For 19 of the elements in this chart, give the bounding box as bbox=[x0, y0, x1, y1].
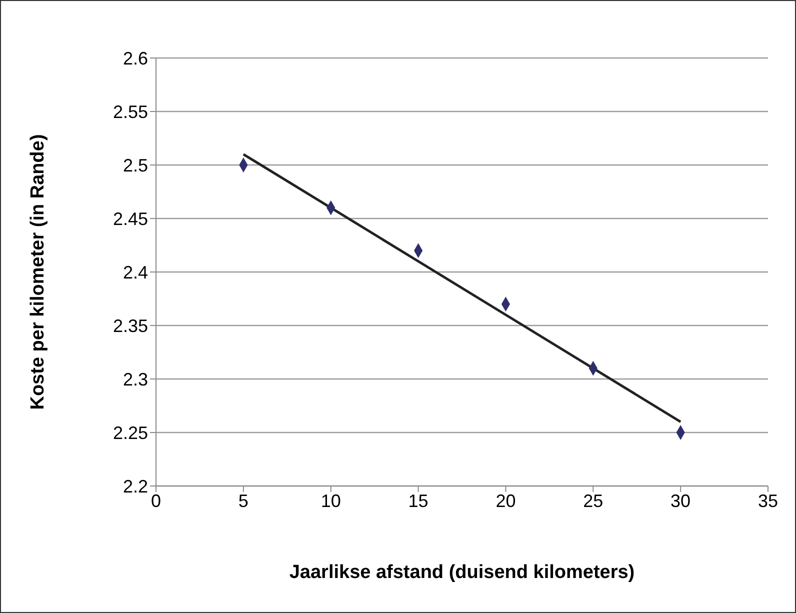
y-tick-label: 2.5 bbox=[122, 155, 148, 176]
x-tick-label: 0 bbox=[150, 490, 162, 511]
y-tick-label: 2.45 bbox=[112, 208, 148, 229]
x-tick-label: 5 bbox=[238, 490, 248, 511]
y-tick-label: 2.35 bbox=[112, 316, 148, 336]
y-tick-label: 2.55 bbox=[112, 102, 148, 122]
y-tick-label: 2.3 bbox=[122, 369, 148, 390]
x-tick-label: 15 bbox=[408, 490, 428, 511]
x-tick-label: 30 bbox=[670, 490, 691, 511]
x-tick-label: 10 bbox=[320, 490, 341, 511]
y-tick-label: 2.25 bbox=[112, 422, 148, 443]
x-tick-label: 35 bbox=[758, 490, 778, 511]
y-tick-label: 2.6 bbox=[122, 48, 148, 68]
y-tick-label: 2.2 bbox=[122, 476, 148, 496]
y-tick-label: 2.4 bbox=[122, 262, 148, 282]
x-axis-title: Jaarlikse afstand (duisend kilometers) bbox=[289, 562, 635, 583]
x-tick-label: 25 bbox=[583, 490, 604, 511]
y-axis-title: Koste per kilometer (in Rande) bbox=[28, 134, 49, 410]
x-tick-label: 20 bbox=[496, 490, 516, 511]
